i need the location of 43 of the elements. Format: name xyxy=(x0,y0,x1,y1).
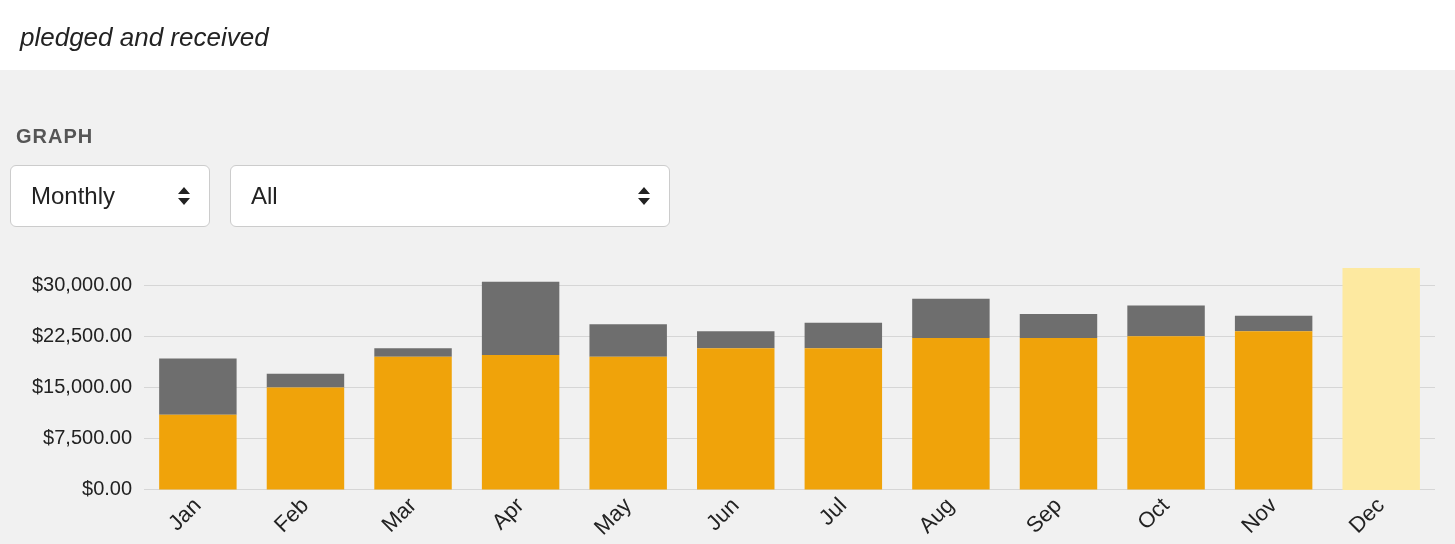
bar xyxy=(589,356,667,490)
bar xyxy=(589,324,667,357)
x-tick-label: Nov xyxy=(1236,492,1282,538)
x-tick-label: May xyxy=(588,492,637,540)
bar xyxy=(1127,305,1205,337)
bar xyxy=(266,373,345,388)
bar xyxy=(1234,315,1313,332)
x-tick-label: Sep xyxy=(1020,492,1067,538)
x-tick-label: Mar xyxy=(376,492,421,537)
bar xyxy=(804,348,883,490)
x-tick-label: Feb xyxy=(268,492,314,537)
x-tick-label: Dec xyxy=(1343,492,1390,538)
dropdown: All xyxy=(230,165,670,227)
x-tick-label: Apr xyxy=(486,492,529,535)
chart-subtitle: pledged and received xyxy=(0,0,1455,70)
bar xyxy=(374,348,452,357)
y-tick-label: $30,000.00 xyxy=(31,272,133,295)
bar xyxy=(804,322,883,349)
y-tick-label: $7,500.00 xyxy=(43,426,133,449)
bar xyxy=(912,338,990,490)
bar xyxy=(1127,336,1205,490)
x-tick-label: Jun xyxy=(700,492,744,536)
bar xyxy=(697,348,775,490)
bar xyxy=(159,358,237,415)
bar xyxy=(1234,331,1313,490)
bar xyxy=(374,356,452,490)
bar xyxy=(912,298,990,338)
x-tick-label: Aug xyxy=(913,492,959,538)
bar xyxy=(1019,338,1098,490)
y-tick-label: $15,000.00 xyxy=(31,375,133,398)
x-tick-label: Jan xyxy=(162,492,206,536)
bar xyxy=(481,281,560,356)
dropdown: Monthly xyxy=(10,165,210,227)
y-tick-label: $22,500.00 xyxy=(31,323,133,346)
bar xyxy=(266,387,345,490)
bar xyxy=(697,331,775,349)
chart-title: GRAPH xyxy=(16,125,94,148)
y-tick-label: $0.00 xyxy=(82,477,133,500)
bar xyxy=(159,414,237,490)
x-tick-label: Jul xyxy=(813,492,852,530)
x-tick-label: Oct xyxy=(1132,492,1174,535)
bar xyxy=(1019,314,1098,338)
bar xyxy=(481,355,560,490)
